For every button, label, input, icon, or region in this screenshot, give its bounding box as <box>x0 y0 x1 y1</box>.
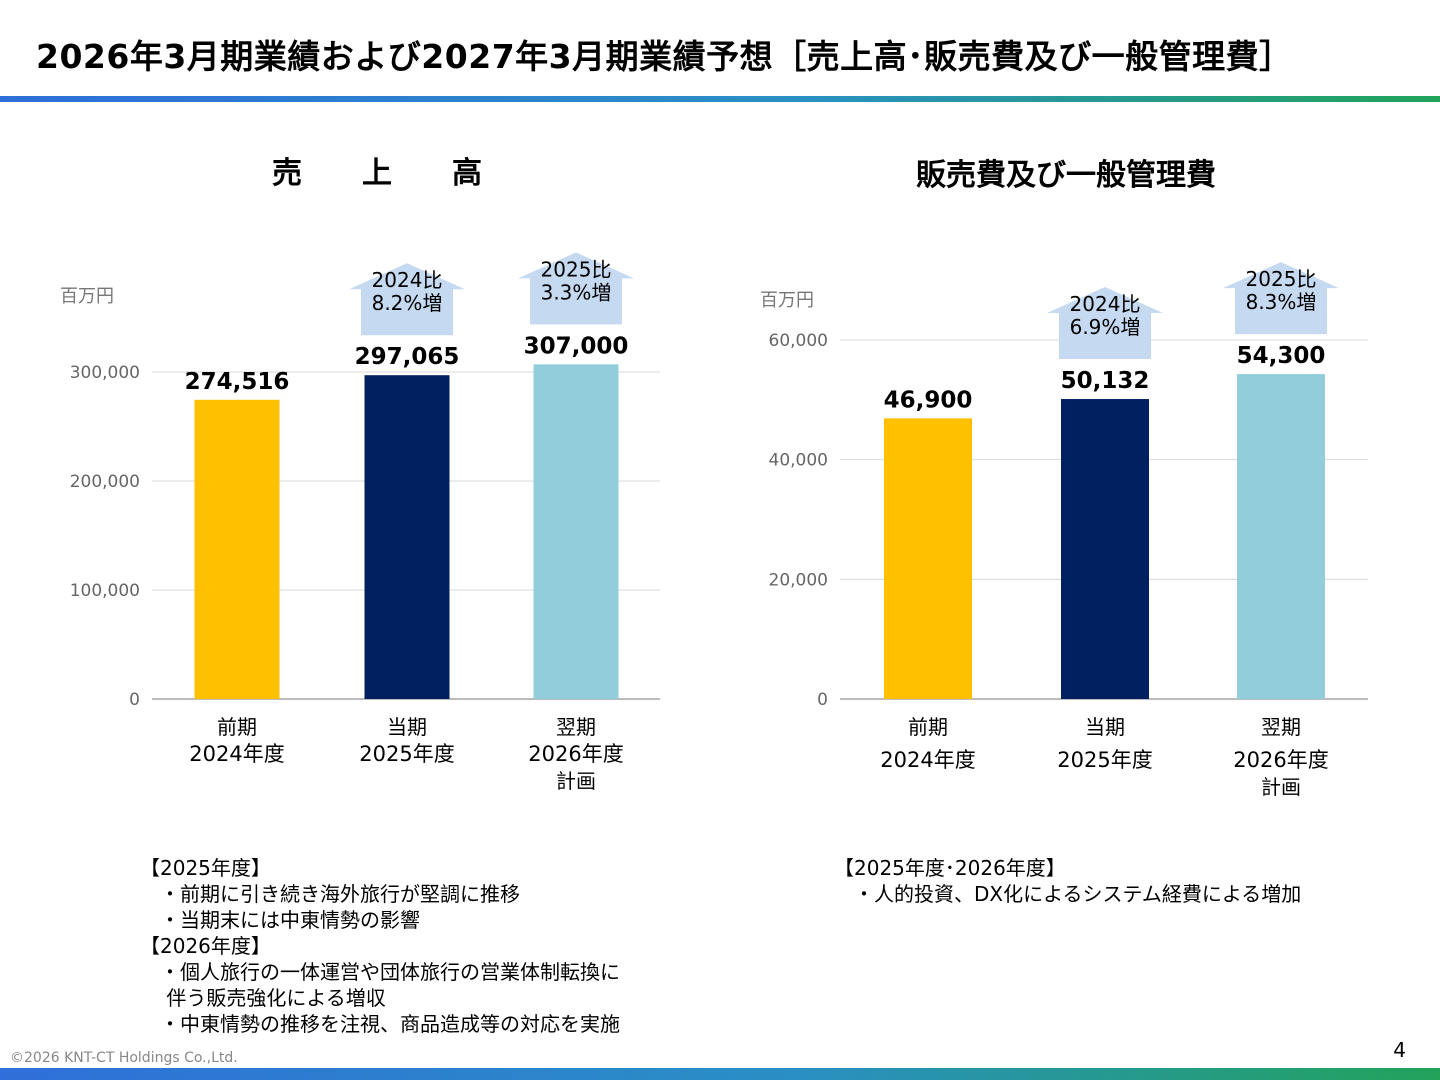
page-number: 4 <box>1393 1038 1406 1062</box>
revenue-unit-label: 百万円 <box>60 286 114 307</box>
revenue-category-label: 計画 <box>556 769 596 793</box>
sga-category-label: 計画 <box>1261 775 1301 799</box>
sga-growth-arrow <box>1223 262 1339 335</box>
revenue-category-label: 翌期 <box>556 715 596 739</box>
sga-chart-title: 販売費及び一般管理費 <box>916 158 1216 193</box>
revenue-bar-value-label: 307,000 <box>524 333 629 359</box>
footer-rule <box>0 1068 1440 1080</box>
sga-y-tick-label: 20,000 <box>769 570 828 590</box>
revenue-y-tick-label: 0 <box>129 690 140 710</box>
header-rule <box>0 96 1440 102</box>
sga-category-label: 2024年度 <box>880 748 975 772</box>
revenue-category-label: 2025年度 <box>359 742 454 766</box>
note-left-line: ・中東情勢の推移を注視、商品造成等の対応を実施 <box>140 1012 620 1036</box>
sga-bar-value-label: 46,900 <box>884 387 973 413</box>
sga-category-label: 前期 <box>908 715 948 739</box>
sga-category-label: 当期 <box>1085 715 1125 739</box>
sga-growth-label: 6.9%増 <box>1070 315 1141 339</box>
sga-y-tick-label: 40,000 <box>769 451 828 471</box>
revenue-growth-label: 2024比 <box>372 268 443 292</box>
sga-growth-label: 8.3%増 <box>1246 290 1317 314</box>
revenue-bar <box>364 375 450 699</box>
revenue-category-label: 2026年度 <box>528 742 623 766</box>
revenue-growth-label: 8.2%増 <box>372 291 443 315</box>
note-left-line: 【2025年度】 <box>140 856 271 880</box>
revenue-growth-label: 2025比 <box>541 257 612 281</box>
note-left-line: ・前期に引き続き海外旅行が堅調に推移 <box>140 882 520 906</box>
revenue-chart-title: 売 上 高 <box>272 156 482 191</box>
note-left-line: ・当期末には中東情勢の影響 <box>140 908 420 932</box>
note-left-line: 伴う販売強化による増収 <box>140 986 386 1010</box>
revenue-category-label: 前期 <box>217 715 257 739</box>
sga-y-tick-label: 60,000 <box>769 331 828 351</box>
charts-canvas: 0 100,000 200,000 300,000 274,516 前期 2024年度 297… <box>70 252 1368 799</box>
sga-growth-label: 2024比 <box>1070 292 1141 316</box>
revenue-bar-value-label: 274,516 <box>185 369 290 395</box>
notes-right: 【2025年度･2026年度】 ・人的投資、DX化によるシステム経費による増加 <box>834 855 1301 907</box>
sga-unit-label: 百万円 <box>760 290 814 311</box>
revenue-y-tick-label: 100,000 <box>70 581 140 601</box>
note-right-line: 【2025年度･2026年度】 <box>834 856 1066 880</box>
revenue-growth-label: 3.3%増 <box>541 280 612 304</box>
note-left-line: ・個人旅行の一体運営や団体旅行の営業体制転換に <box>140 960 620 984</box>
revenue-bar-value-label: 297,065 <box>355 344 460 370</box>
revenue-y-tick-label: 200,000 <box>70 472 140 492</box>
sga-growth-label: 2025比 <box>1246 267 1317 291</box>
revenue-bar <box>533 364 619 699</box>
revenue-category-label: 当期 <box>387 715 427 739</box>
sga-growth-arrow <box>1047 287 1163 360</box>
sga-bar <box>1237 374 1325 699</box>
revenue-bar <box>194 399 280 699</box>
note-right-line: ・人的投資、DX化によるシステム経費による増加 <box>834 882 1302 906</box>
revenue-category-label: 2024年度 <box>189 742 284 766</box>
revenue-growth-arrow <box>518 252 634 325</box>
copyright: ©2026 KNT-CT Holdings Co.,Ltd. <box>10 1050 238 1066</box>
sga-bar-value-label: 50,132 <box>1061 368 1150 394</box>
revenue-growth-arrow <box>349 263 465 336</box>
note-left-line: 【2026年度】 <box>140 934 271 958</box>
sga-category-label: 翌期 <box>1261 715 1301 739</box>
revenue-y-tick-label: 300,000 <box>70 363 140 383</box>
sga-category-label: 2025年度 <box>1057 748 1152 772</box>
sga-bar <box>1061 399 1149 699</box>
sga-category-label: 2026年度 <box>1233 748 1328 772</box>
sga-y-tick-label: 0 <box>817 690 828 710</box>
sga-bar <box>884 418 972 699</box>
sga-bar-value-label: 54,300 <box>1237 343 1326 369</box>
page-title: 2026年3月期業績および2027年3月期業績予想［売上高･販売費及び一般管理費… <box>36 37 1293 76</box>
notes-left: 【2025年度】 ・前期に引き続き海外旅行が堅調に推移 ・当期末には中東情勢の影… <box>140 855 620 1037</box>
